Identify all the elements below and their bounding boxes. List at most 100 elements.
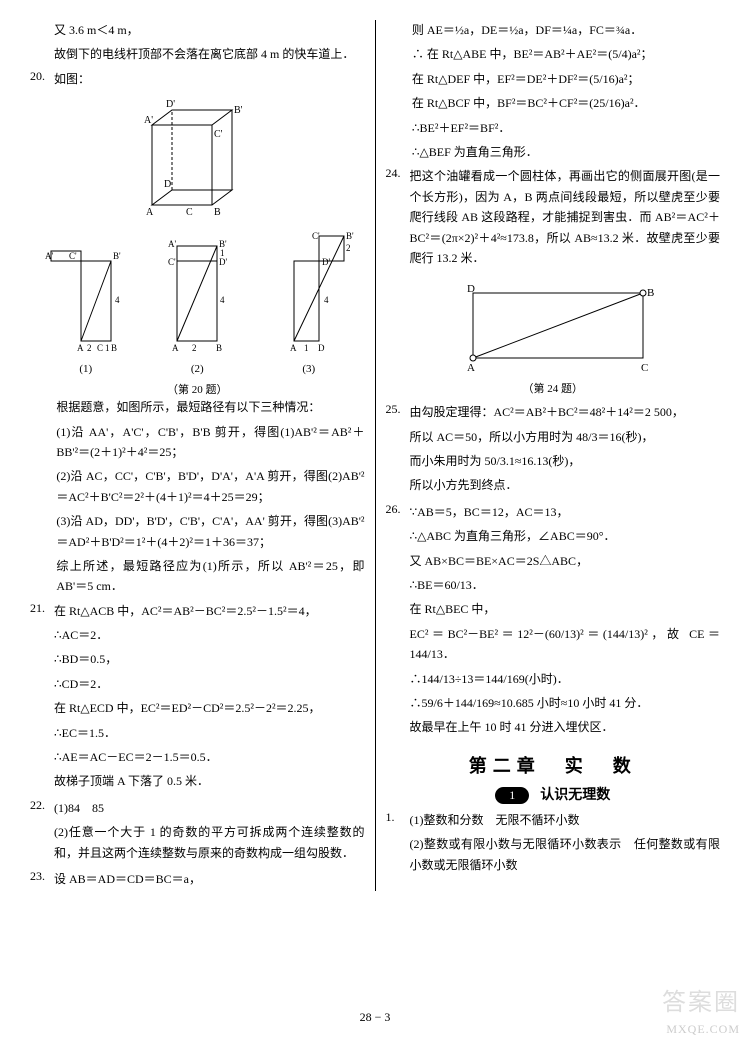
problem-25: 25. 由勾股定理得：AC²＝AB²＋BC²＝48²＋14²＝2 500， 所以… (386, 402, 721, 500)
text: (1)整数和分数 无限不循环小数 (410, 810, 721, 830)
svg-text:2: 2 (346, 243, 351, 253)
text: ∴EC＝1.5． (54, 723, 365, 743)
svg-text:A: A (172, 343, 179, 353)
chapter-title: 第二章 实 数 (386, 752, 721, 778)
text: 故倒下的电线杆顶部不会落在离它底部 4 m 的快车道上． (30, 44, 365, 64)
figure-20-subfigs: A B C A' B' C' 2 1 4 (1) (30, 231, 365, 375)
problem-26: 26. ∵AB＝5，BC＝12，AC＝13， ∴△ABC 为直角三角形，∠ABC… (386, 502, 721, 742)
svg-text:A: A (290, 343, 297, 353)
svg-text:B: B (111, 343, 117, 353)
item-body: 如图： (54, 69, 365, 89)
figure-20-caption: （第 20 题） (30, 381, 365, 397)
text: 在 Rt△ECD 中，EC²＝ED²－CD²＝2.5²－2²＝2.25， (54, 698, 365, 718)
problem-21: 21. 在 Rt△ACB 中，AC²＝AB²－BC²＝2.5²－1.5²＝4， … (30, 601, 365, 796)
svg-text:D: D (467, 283, 475, 295)
text: 在 Rt△ACB 中，AC²＝AB²－BC²＝2.5²－1.5²＝4， (54, 601, 365, 621)
text: ∴59/6＋144/169≈10.685 小时≈10 小时 41 分． (410, 693, 721, 713)
problem-23-body: 则 AE＝½a，DE＝½a，DF＝¼a，FC＝¾a． ∴ 在 Rt△ABE 中，… (386, 20, 721, 162)
item-number: 21. (30, 601, 54, 796)
text: (1)84 85 (54, 798, 365, 818)
svg-text:C: C (97, 343, 103, 353)
text: 在 Rt△DEF 中，EF²＝DE²＋DF²＝(5/16)a²； (412, 69, 720, 89)
section-name: 认识无理数 (540, 788, 610, 803)
text: EC²＝BC²－BE²＝12²－(60/13)²＝(144/13)²，故 CE＝… (410, 624, 721, 665)
lbl: C' (214, 129, 223, 140)
text: 设 AB＝AD＝CD＝BC＝a， (54, 869, 365, 889)
problem-20: 20. 如图： (30, 69, 365, 89)
watermark-url: MXQE.COM (666, 1022, 740, 1037)
text: 则 AE＝½a，DE＝½a，DF＝¼a，FC＝¾a． (412, 20, 720, 40)
text: 又 3.6 m＜4 m， (30, 20, 365, 40)
problem-20-body: 根据题意，如图所示，最短路径有以下三种情况： (1)沿 AA'，A'C'，C'B… (30, 397, 365, 597)
subfig-1: A B C A' B' C' 2 1 4 (1) (41, 231, 131, 375)
text: ∴AC＝2． (54, 625, 365, 645)
text: (2)任意一个大于 1 的奇数的平方可拆成两个连续整数的和，并且这两个连续整数与… (54, 822, 365, 863)
text: 而小朱用时为 50/3.1≈16.13(秒)， (410, 451, 721, 471)
text: (3)沿 AD，DD'，B'D'，C'B'，C'A'，AA' 剪开，得图(3)A… (56, 511, 364, 552)
svg-text:A': A' (45, 251, 53, 261)
item-number: 1. (386, 810, 410, 879)
text: 所以小方先到终点． (410, 475, 721, 495)
text: 故最早在上午 10 时 41 分进入埋伏区． (410, 717, 721, 737)
lbl: C (186, 207, 193, 218)
item-number: 25. (386, 402, 410, 500)
svg-text:4: 4 (324, 295, 329, 305)
problem-23: 23. 设 AB＝AD＝CD＝BC＝a， (30, 869, 365, 889)
text: (2)沿 AC，CC'，C'B'，B'D'，D'A'，A'A 剪开，得图(2)A… (56, 466, 364, 507)
text: 所以 AC＝50，所以小方用时为 48/3＝16(秒)， (410, 427, 721, 447)
text: 在 Rt△BCF 中，BF²＝BC²＋CF²＝(25/16)a²． (412, 93, 720, 113)
svg-text:1: 1 (105, 343, 110, 353)
text: (1)沿 AA'，A'C'，C'B'，B'B 剪开，得图(1)AB'²＝AB²＋… (56, 422, 364, 463)
svg-text:A': A' (168, 239, 176, 249)
prism-svg: A B C D A' B' C' D' (122, 95, 272, 225)
figure-prism: A B C D A' B' C' D' (30, 95, 365, 225)
item-number: 23. (30, 869, 54, 889)
text: (2)整数或有限小数与无限循环小数表示 任何整数或有限小数或无限循环小数 (410, 834, 721, 875)
svg-text:A: A (77, 343, 84, 353)
problem-1: 1. (1)整数和分数 无限不循环小数 (2)整数或有限小数与无限循环小数表示 … (386, 810, 721, 879)
text: 又 AB×BC＝BE×AC＝2S△ABC， (410, 551, 721, 571)
svg-text:2: 2 (192, 343, 197, 353)
svg-text:C': C' (312, 231, 320, 241)
text: ∴△BEF 为直角三角形． (412, 142, 720, 162)
left-column: 又 3.6 m＜4 m， 故倒下的电线杆顶部不会落在离它底部 4 m 的快车道上… (30, 20, 375, 891)
svg-text:C': C' (69, 251, 77, 261)
subfig-caption: (1) (41, 363, 131, 375)
subfig-3: A D B' C' D' 1 2 4 (3) (264, 231, 354, 375)
text: 把这个油罐看成一个圆柱体，再画出它的侧面展开图(是一个长方形)，因为 A，B 两… (410, 166, 721, 268)
svg-text:4: 4 (115, 295, 120, 305)
lbl: D' (166, 99, 175, 110)
right-column: 则 AE＝½a，DE＝½a，DF＝¼a，FC＝¾a． ∴ 在 Rt△ABE 中，… (376, 20, 721, 891)
text: ∵AB＝5，BC＝12，AC＝13， (410, 502, 721, 522)
item-number: 20. (30, 69, 54, 89)
section-number-pill: 1 (495, 787, 529, 804)
text: ∴AE＝AC－EC＝2－1.5＝0.5． (54, 747, 365, 767)
text: ∴BD＝0.5， (54, 649, 365, 669)
figure-24: A B C D （第 24 题） (386, 278, 721, 396)
svg-text:B: B (647, 287, 654, 299)
problem-24: 24. 把这个油罐看成一个圆柱体，再画出它的侧面展开图(是一个长方形)，因为 A… (386, 166, 721, 272)
svg-text:4: 4 (220, 295, 225, 305)
svg-text:2: 2 (87, 343, 92, 353)
item-number: 22. (30, 798, 54, 867)
text: ∴△ABC 为直角三角形，∠ABC＝90°． (410, 526, 721, 546)
text: ∴BE²＋EF²＝BF²． (412, 118, 720, 138)
lbl: B' (234, 105, 243, 116)
svg-text:B': B' (346, 231, 354, 241)
svg-text:D': D' (219, 257, 227, 267)
svg-text:A: A (467, 362, 475, 374)
svg-text:1: 1 (304, 343, 309, 353)
text: ∴ 在 Rt△ABE 中，BE²＝AB²＋AE²＝(5/4)a²； (412, 44, 720, 64)
lbl: B (214, 207, 221, 218)
subfig-caption: (2) (152, 363, 242, 375)
svg-text:B: B (216, 343, 222, 353)
figure-24-caption: （第 24 题） (386, 380, 721, 396)
item-number: 24. (386, 166, 410, 272)
text: 故梯子顶端 A 下落了 0.5 米． (54, 771, 365, 791)
page-footer: 28 − 3 (0, 1010, 750, 1025)
text: 在 Rt△BEC 中， (410, 599, 721, 619)
lbl: D (164, 179, 171, 190)
text: ∴CD＝2． (54, 674, 365, 694)
svg-text:C': C' (168, 257, 176, 267)
problem-22: 22. (1)84 85 (2)任意一个大于 1 的奇数的平方可拆成两个连续整数… (30, 798, 365, 867)
